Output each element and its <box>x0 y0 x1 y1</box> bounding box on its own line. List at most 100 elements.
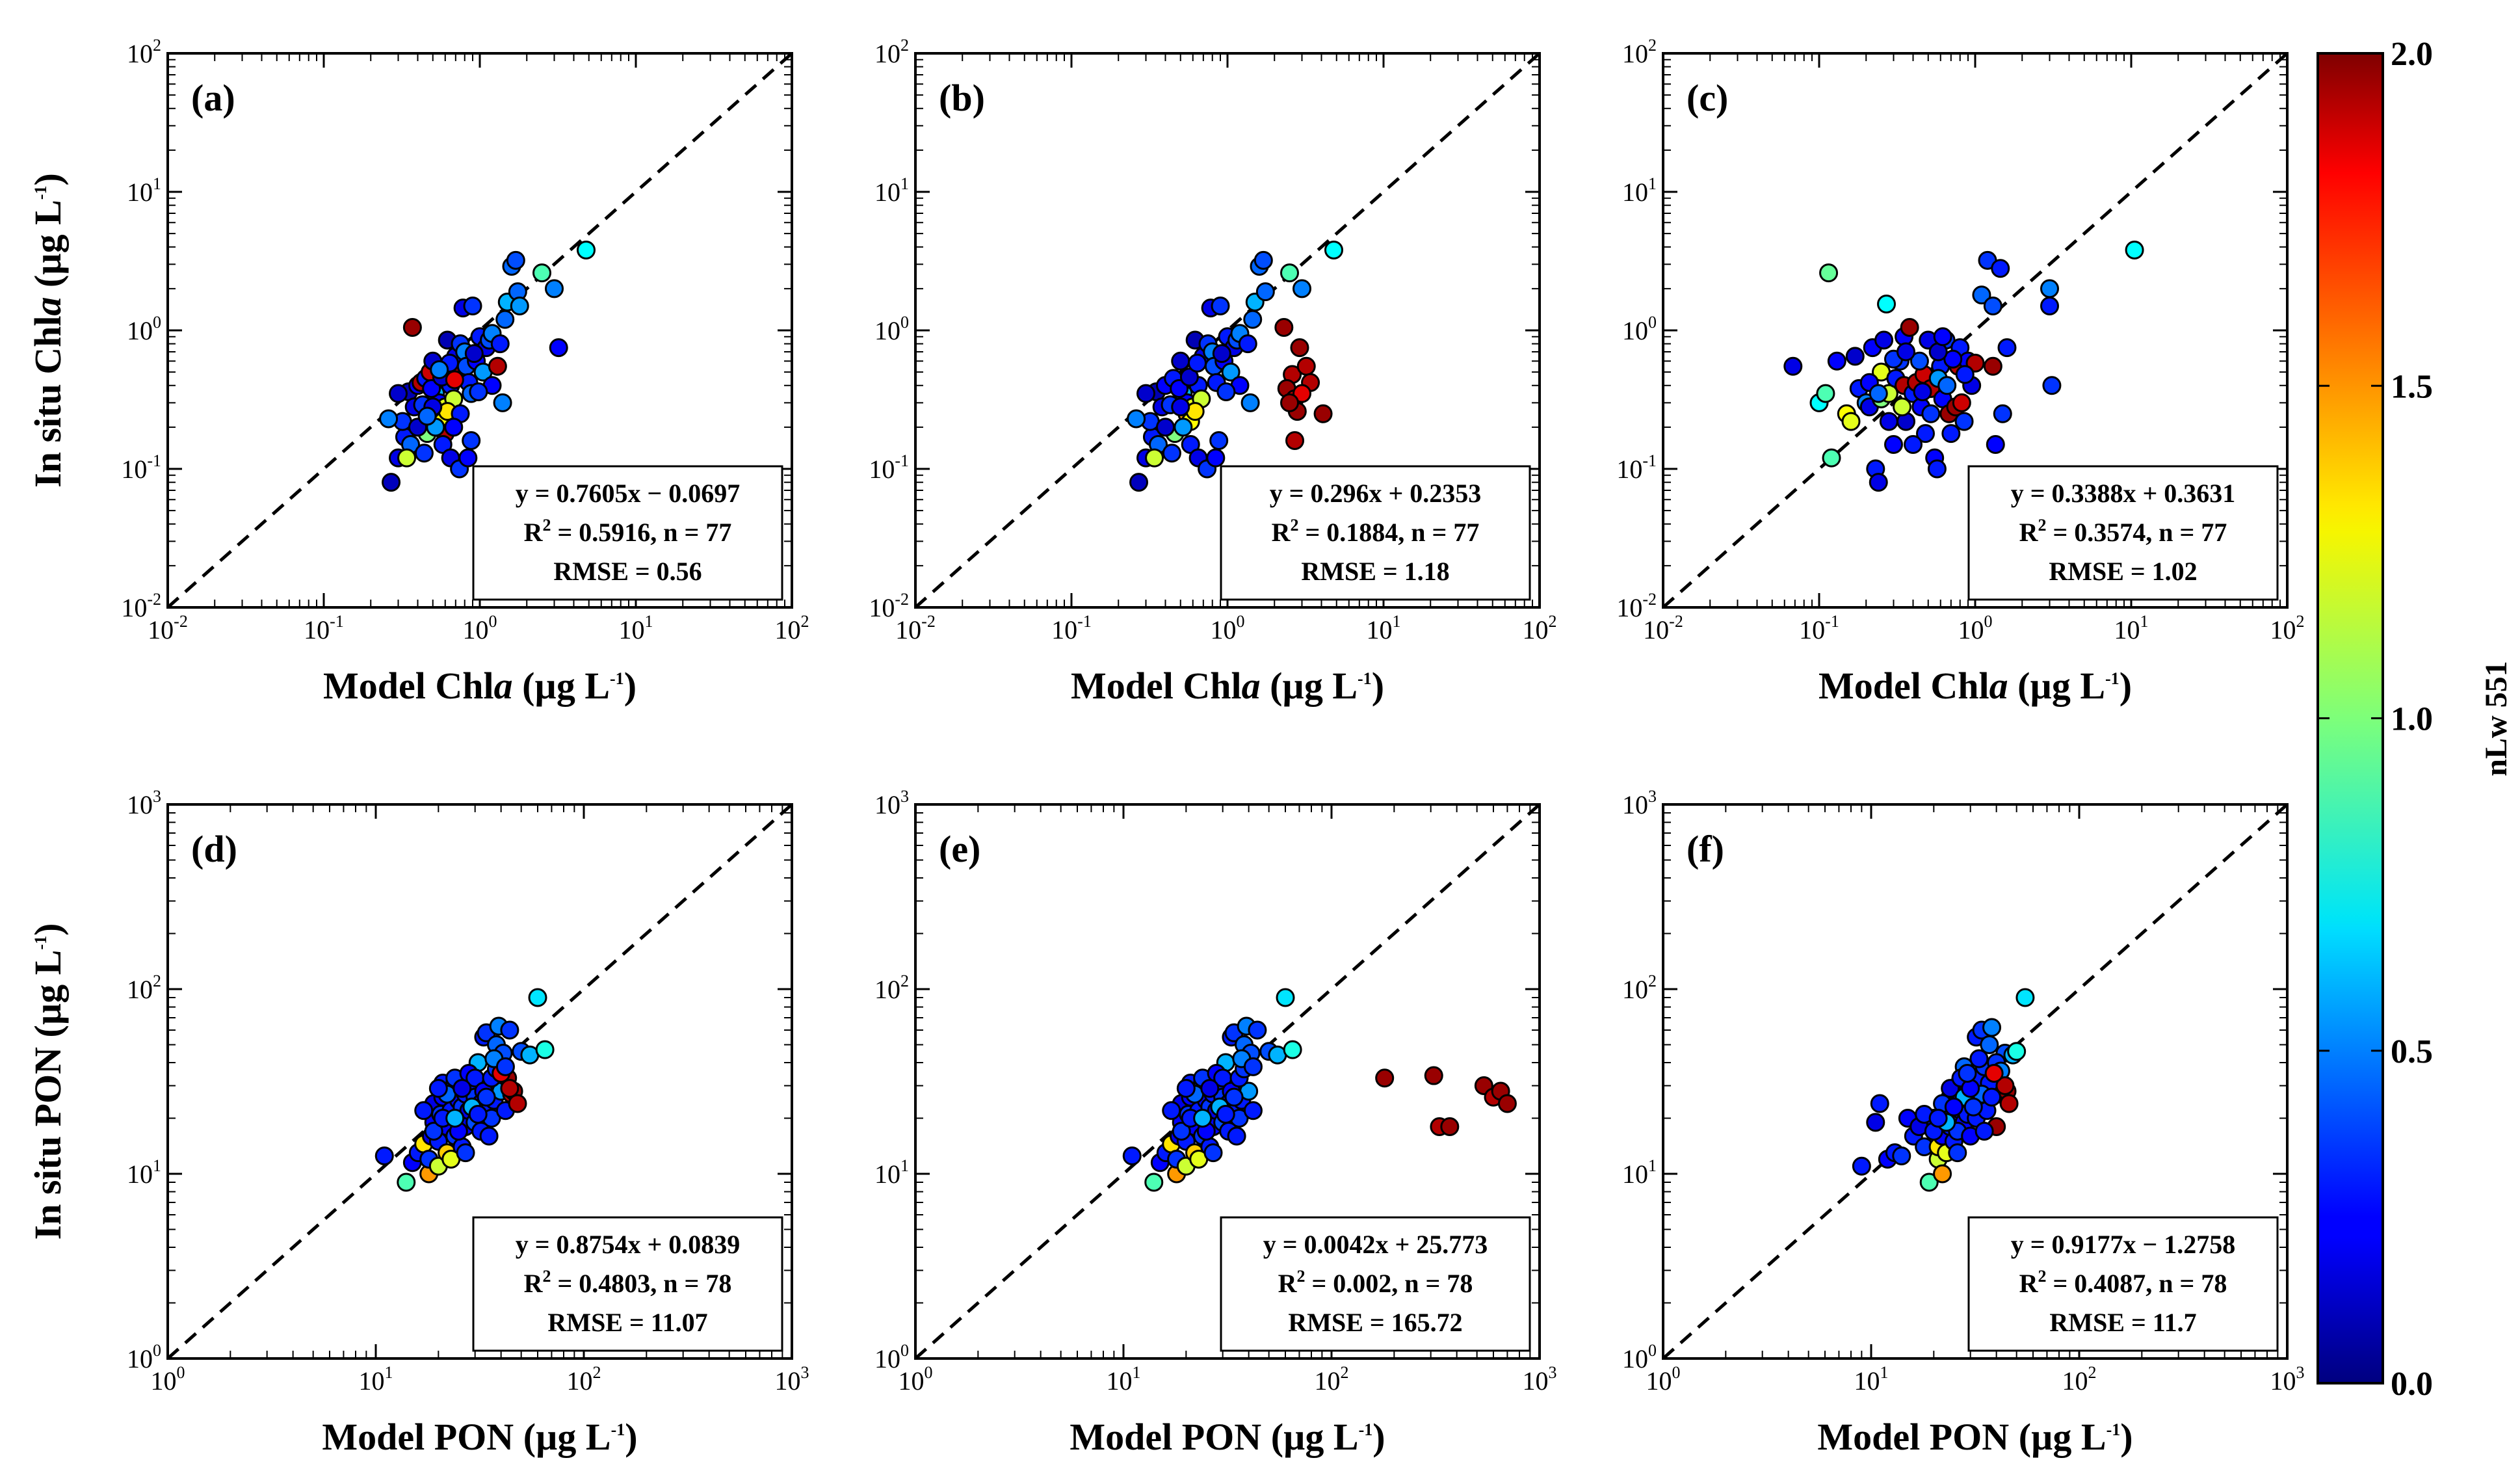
data-point <box>2007 1042 2027 1061</box>
plot-frame <box>166 803 793 1360</box>
x-axis-label: Model Chla (µg L-1) <box>1818 665 2132 707</box>
data-point <box>1176 1079 1196 1098</box>
data-point <box>1136 384 1156 403</box>
data-point <box>1933 1164 1952 1184</box>
data-point <box>1982 1018 2002 1037</box>
data-point <box>1874 330 1894 350</box>
data-point <box>379 409 399 429</box>
data-point <box>1375 1068 1395 1088</box>
data-point <box>495 310 515 329</box>
colorbar-ticks: 0.0 0.5 1.0 1.5 2.0 <box>2318 36 2433 1403</box>
data-point <box>1879 412 1898 431</box>
x-tick-label: 102 <box>1315 1363 1349 1396</box>
y-tick-label: 10-2 <box>121 590 161 622</box>
data-point <box>1845 347 1865 366</box>
x-tick-label: 100 <box>151 1363 185 1396</box>
data-point <box>1424 1066 1443 1085</box>
y-tick-label: 101 <box>874 174 909 207</box>
y-axis-label: In situ PON (µg L-1) <box>27 923 69 1240</box>
data-point <box>469 382 488 402</box>
data-point <box>1227 1126 1246 1146</box>
data-point <box>1221 362 1240 382</box>
data-point <box>1171 351 1190 371</box>
stats-box <box>472 1216 783 1352</box>
stats-box <box>1967 465 2279 601</box>
data-point <box>1948 1143 1967 1163</box>
x-tick-label: 102 <box>2270 612 2305 644</box>
data-point <box>445 1109 465 1128</box>
y-tick-label: 101 <box>127 1156 161 1189</box>
data-point <box>1954 412 1974 431</box>
regression-equation: y = 0.7605x − 0.0697 <box>516 479 741 508</box>
stats-box <box>1220 1216 1531 1352</box>
rmse-value: RMSE = 1.02 <box>2049 557 2197 586</box>
y-tick-label: 102 <box>874 36 909 68</box>
y-tick-label: 102 <box>127 972 161 1004</box>
data-point <box>545 279 564 298</box>
data-point <box>576 241 596 260</box>
data-point <box>1162 444 1181 463</box>
data-point <box>1972 285 1991 305</box>
stats-box <box>1220 465 1531 601</box>
data-point <box>490 334 510 354</box>
data-point <box>479 1126 499 1146</box>
regression-equation: y = 0.3388x + 0.3631 <box>2011 479 2236 508</box>
y-tick-label: 10-2 <box>1616 590 1657 622</box>
data-point <box>1819 263 1839 283</box>
data-point <box>1816 384 1835 403</box>
plot-frame <box>914 803 1541 1360</box>
data-point <box>1897 342 1916 362</box>
data-point <box>506 250 525 270</box>
x-axis-label: Model PON (µg L-1) <box>322 1416 637 1458</box>
rmse-value: RMSE = 11.07 <box>547 1308 707 1337</box>
y-tick-label: 100 <box>1622 1341 1657 1373</box>
panel-c: 10-210-2 10-1 10-1 100 100 101 101 102 102 (c) y =… <box>1616 36 2304 707</box>
data-point <box>1129 473 1149 492</box>
data-point <box>1983 356 2002 376</box>
data-point <box>1280 393 1300 412</box>
regression-equation: y = 0.8754x + 0.0839 <box>516 1230 741 1259</box>
x-tick-label: 101 <box>1367 612 1401 644</box>
y-tick-label: 103 <box>127 787 161 819</box>
scatter-points <box>1122 988 1517 1192</box>
data-point <box>402 317 422 337</box>
data-point <box>1975 1122 1994 1141</box>
data-point <box>1944 1097 1963 1117</box>
data-point <box>1999 1094 2019 1113</box>
data-point <box>397 448 417 468</box>
r-squared-and-n: R2 = 0.4803, n = 78 <box>524 1267 732 1298</box>
stats-box <box>472 465 783 601</box>
rmse-value: RMSE = 1.18 <box>1301 557 1449 586</box>
data-point <box>1822 448 1841 468</box>
data-point <box>1497 1094 1517 1113</box>
x-tick-label: 102 <box>1523 612 1557 644</box>
data-point <box>1238 334 1257 354</box>
panel-label: (f) <box>1687 828 1724 870</box>
y-tick-label: 100 <box>874 1341 909 1373</box>
data-point <box>1991 259 2010 278</box>
data-point <box>549 338 568 358</box>
data-point <box>1884 434 1904 454</box>
data-point <box>445 370 464 390</box>
y-tick-label: 100 <box>874 313 909 345</box>
x-axis-label: Model PON (µg L-1) <box>1070 1416 1385 1458</box>
data-point <box>1937 376 1957 395</box>
y-tick-label: 102 <box>127 36 161 68</box>
rmse-value: RMSE = 11.7 <box>2049 1308 2196 1337</box>
x-tick-label: 101 <box>359 1363 393 1396</box>
x-tick-label: 102 <box>567 1363 601 1396</box>
data-point <box>1255 282 1275 302</box>
y-tick-label: 101 <box>127 174 161 207</box>
scatter-points <box>1127 241 1343 492</box>
y-tick-label: 101 <box>1622 1156 1657 1189</box>
data-point <box>1952 393 1971 412</box>
data-point <box>1248 1020 1267 1040</box>
data-point <box>1285 431 1305 451</box>
data-point <box>1893 397 1912 417</box>
y-tick-label: 102 <box>874 972 909 1004</box>
y-tick-label: 100 <box>127 1341 161 1373</box>
data-point <box>417 406 437 426</box>
